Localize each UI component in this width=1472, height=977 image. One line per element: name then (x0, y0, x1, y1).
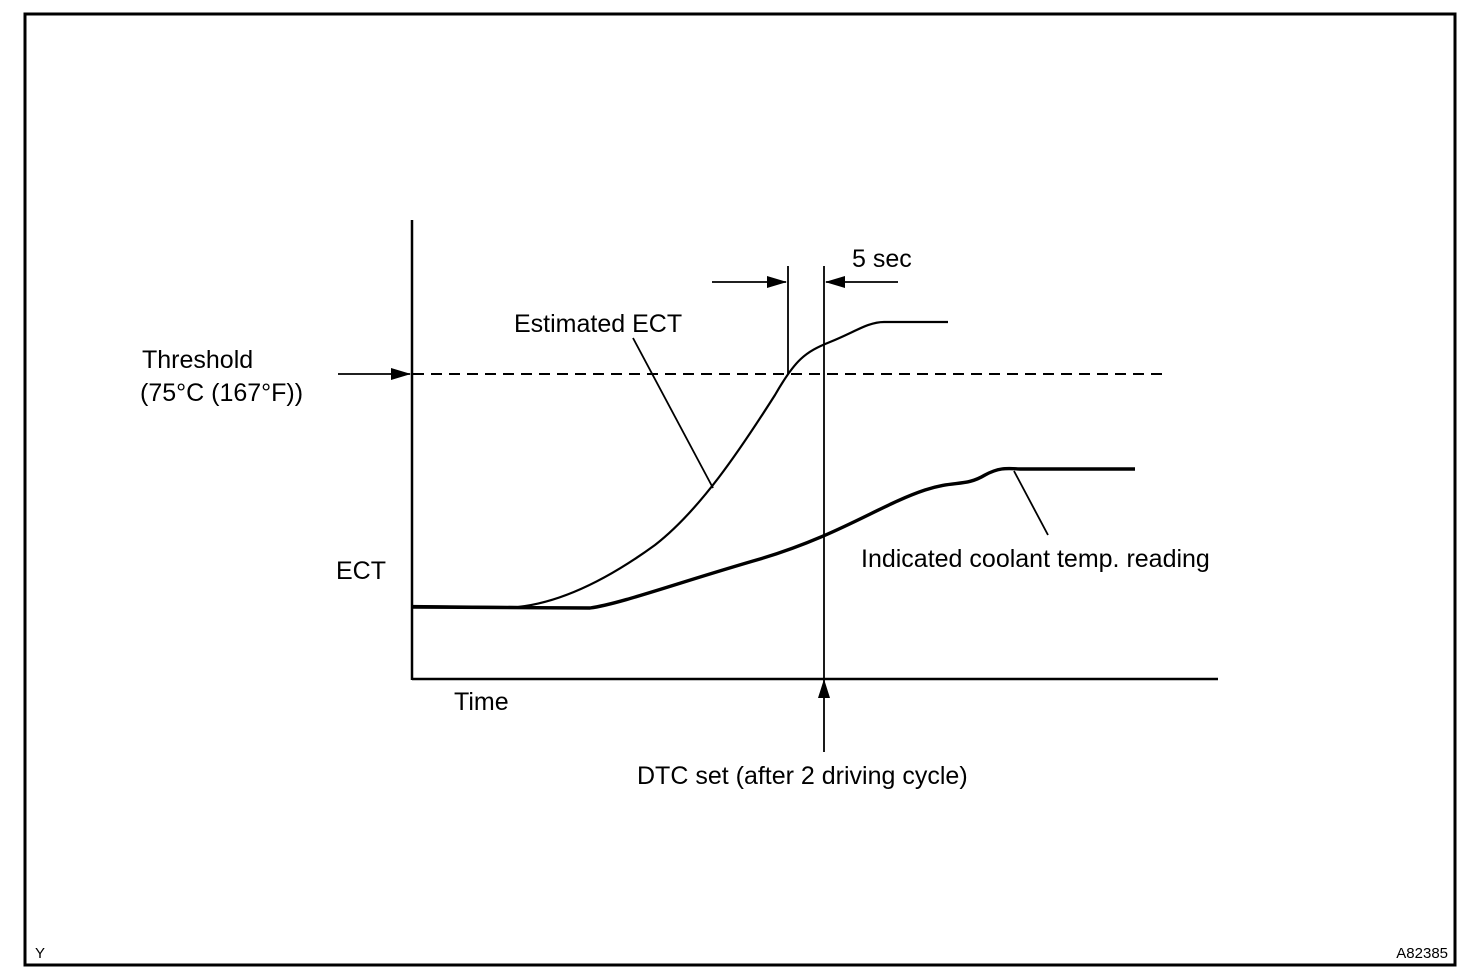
indicated-coolant-curve (411, 466, 1135, 610)
interval-label: 5 sec (852, 245, 912, 273)
threshold-label: Threshold (142, 346, 253, 374)
estimated-ect-curve (411, 320, 948, 609)
dtc-label: DTC set (after 2 driving cycle) (637, 762, 968, 790)
dtc-arrow-head (818, 679, 830, 698)
indicated-coolant-label: Indicated coolant temp. reading (861, 545, 1210, 573)
frame-border (23, 12, 1457, 967)
threshold-value: (75°C (167°F)) (140, 379, 303, 407)
y-axis-label: ECT (336, 557, 386, 585)
estimated-ect-leader (632, 337, 714, 489)
corner-code-left: Y (35, 945, 45, 962)
indicated-coolant-leader (1013, 470, 1049, 536)
corner-code-right: A82385 (1396, 945, 1448, 962)
x-axis-label: Time (454, 688, 509, 716)
estimated-ect-label: Estimated ECT (514, 310, 682, 338)
